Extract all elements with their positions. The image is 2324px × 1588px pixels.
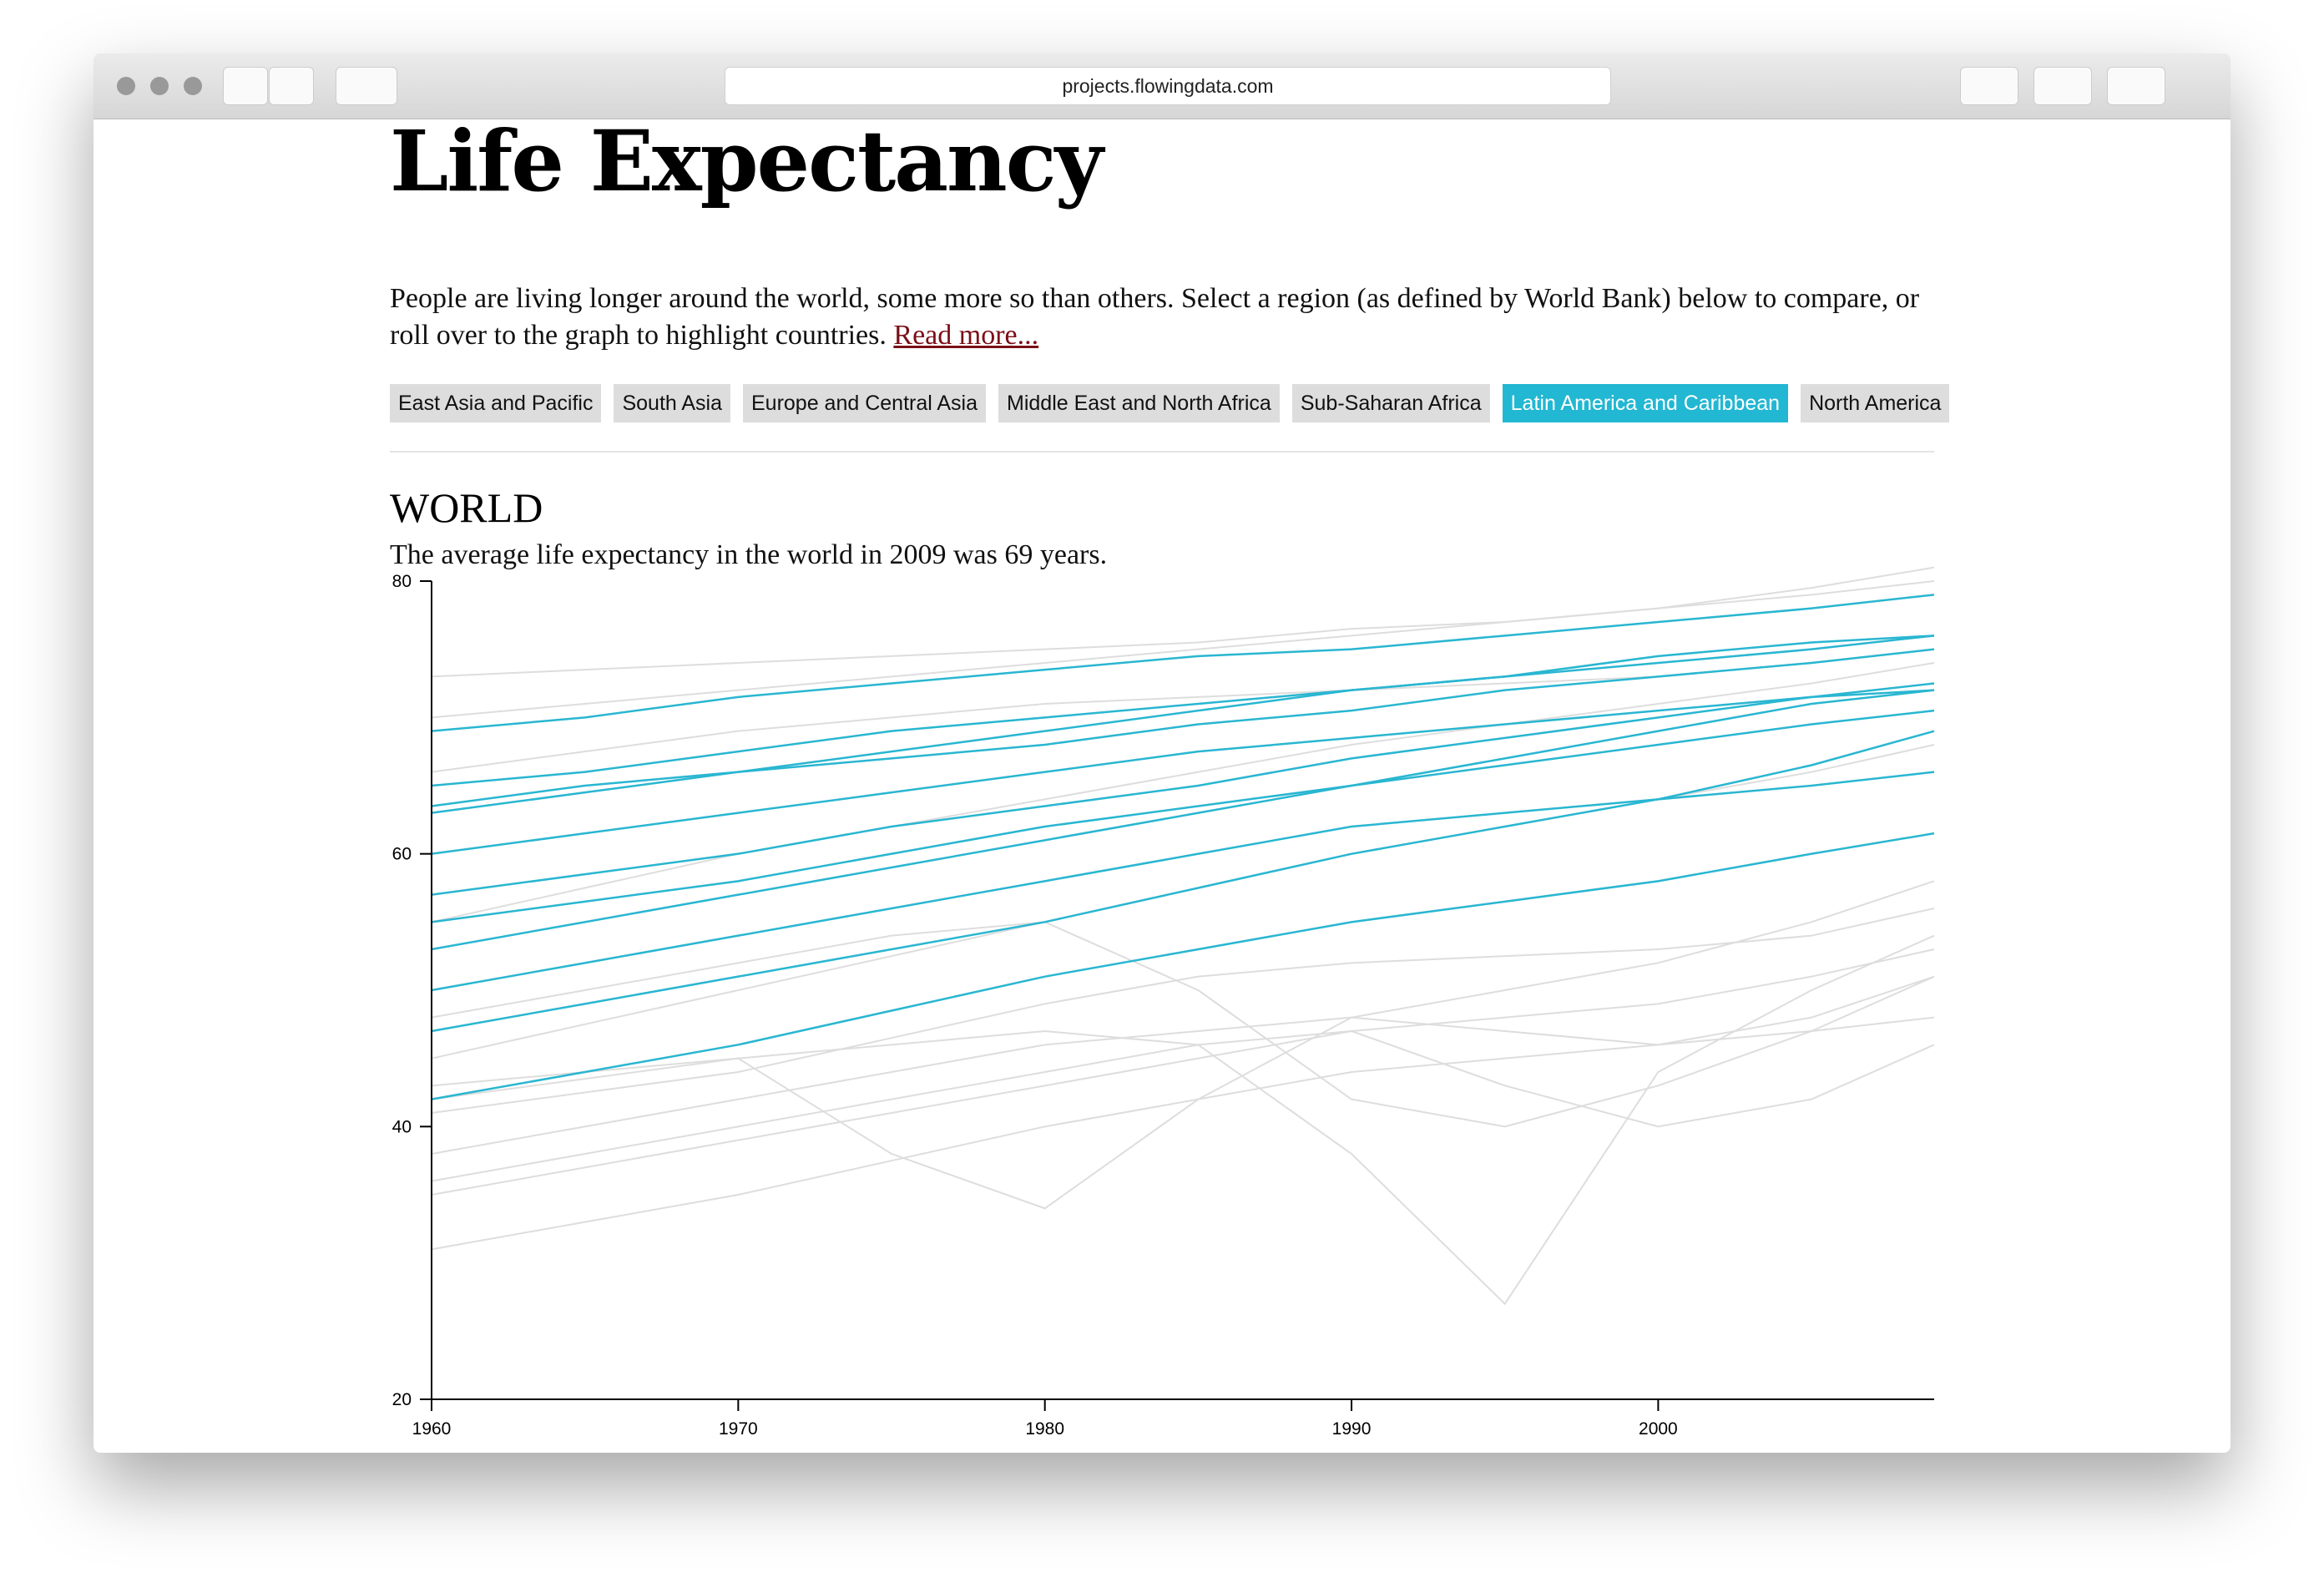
x-tick-label: 1960 (412, 1419, 452, 1439)
browser-window: projects.flowingdata.com Life Expectancy… (93, 53, 2231, 1453)
country-line (431, 948, 1935, 1196)
region-button[interactable]: Middle East and North Africa (998, 384, 1280, 422)
section-title: WORLD (390, 484, 543, 531)
country-line (431, 744, 1935, 1060)
intro: People are living longer around the worl… (390, 281, 1943, 354)
region-button[interactable]: East Asia and Pacific (390, 384, 602, 422)
country-line (431, 921, 1935, 1128)
country-line (431, 662, 1935, 923)
country-line (431, 648, 1935, 807)
country-line (431, 908, 1935, 1114)
read-more-link[interactable]: Read more... (893, 320, 1039, 351)
country-line (431, 689, 1935, 951)
region-button[interactable]: South Asia (614, 384, 730, 422)
y-tick-label: 20 (392, 1390, 412, 1409)
zoom-button[interactable] (184, 77, 202, 95)
divider (390, 451, 1934, 453)
page-title: Life Expectancy (390, 112, 1104, 210)
address-bar[interactable]: projects.flowingdata.com (725, 67, 1611, 105)
region-button[interactable]: North America (1801, 384, 1950, 422)
country-line (431, 1016, 1935, 1251)
region-button[interactable]: Sub-Saharan Africa (1291, 384, 1490, 422)
x-tick-label: 1980 (1025, 1419, 1064, 1439)
country-line (431, 566, 1935, 678)
share-button[interactable] (1960, 67, 2018, 105)
region-button[interactable]: Europe and Central Asia (743, 384, 987, 422)
section-subtitle: The average life expectancy in the world… (390, 539, 1108, 570)
forward-button[interactable] (269, 67, 314, 105)
chart: 20 40 60 80 1960 1970 1980 1990 2000 (392, 566, 1935, 1439)
country-line (431, 1029, 1935, 1182)
y-tick-label: 60 (392, 845, 412, 864)
country-line (431, 635, 1935, 814)
back-button[interactable] (223, 67, 268, 105)
toolbar: projects.flowingdata.com (93, 53, 2231, 119)
y-tick-label: 80 (392, 572, 412, 591)
country-line (431, 975, 1935, 1155)
minimize-button[interactable] (150, 77, 169, 95)
country-line (431, 594, 1935, 732)
downloads-button[interactable] (2107, 67, 2165, 105)
country-line (431, 689, 1935, 855)
country-line (431, 771, 1935, 992)
intro-text: People are living longer around the worl… (390, 283, 1920, 351)
tabs-button[interactable] (2034, 67, 2092, 105)
x-tick-label: 1970 (719, 1419, 758, 1439)
country-line (431, 635, 1935, 787)
region-button[interactable]: Latin America and Caribbean (1502, 384, 1789, 422)
sidebar-button[interactable] (336, 67, 397, 105)
country-line (431, 682, 1935, 896)
x-tick-label: 1990 (1332, 1419, 1372, 1439)
country-line (431, 580, 1935, 719)
country-line (431, 880, 1935, 1210)
x-tick-label: 2000 (1639, 1419, 1678, 1439)
y-tick-label: 40 (392, 1117, 412, 1136)
region-buttons: East Asia and Pacific South Asia Europe an… (390, 384, 1950, 422)
country-line (431, 709, 1935, 923)
country-line (431, 730, 1935, 1033)
close-button[interactable] (117, 77, 135, 95)
country-line (431, 832, 1935, 1100)
